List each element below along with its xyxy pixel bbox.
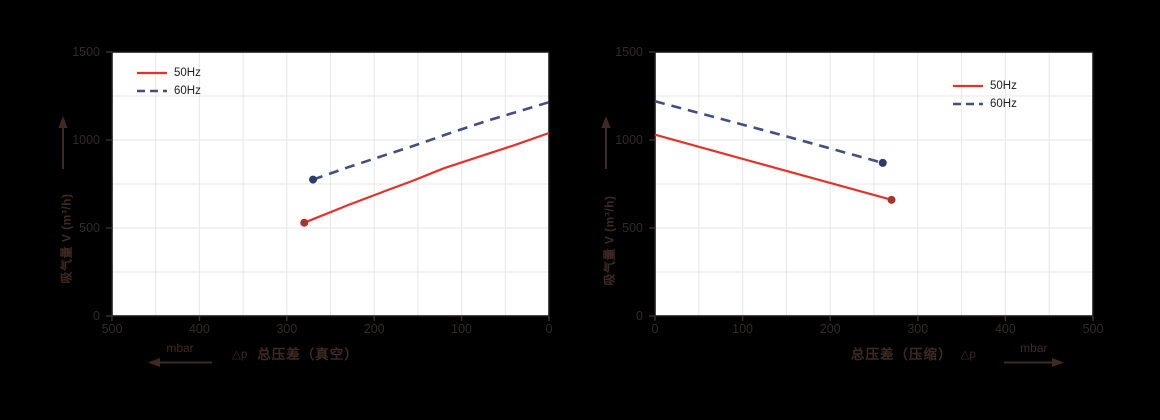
y-tick-label: 1500 xyxy=(72,45,100,59)
x-axis-unit-block: mbar xyxy=(1003,341,1064,368)
x-tick-label: 300 xyxy=(907,322,929,336)
legend-label: 60Hz xyxy=(990,97,1017,110)
x-axis-unit-block: mbar xyxy=(148,342,212,368)
legend-item: 60Hz xyxy=(953,97,1017,111)
plot-area-vacuum xyxy=(106,51,550,321)
x-axis-title-vacuum: 总压差（真空） xyxy=(257,347,359,362)
x-tick-label: 300 xyxy=(276,322,298,336)
legend-line-50hz-icon xyxy=(953,84,983,88)
axis-arrow-up-icon xyxy=(58,116,68,169)
x-tick-label: 100 xyxy=(451,322,473,336)
legend-item: 50Hz xyxy=(953,79,1017,93)
x-tick-label: 0 xyxy=(651,322,659,336)
y-tick-label: 500 xyxy=(79,221,100,235)
legend-compression: 50Hz 60Hz xyxy=(953,79,1017,111)
legend-item: 50Hz xyxy=(137,66,201,80)
series-line-50hz xyxy=(303,131,550,224)
x-tick-label: 200 xyxy=(819,322,841,336)
delta-p-label: △p xyxy=(232,349,248,361)
x-tick-label: 500 xyxy=(101,322,123,336)
y-tick-label: 0 xyxy=(93,309,100,323)
legend-label: 50Hz xyxy=(990,79,1017,92)
plot-frame xyxy=(111,51,550,317)
y-tick-label: 1000 xyxy=(72,133,100,147)
series-endpoint-dot-60hz xyxy=(878,158,887,167)
x-tick-label: 400 xyxy=(994,322,1016,336)
legend-item: 60Hz xyxy=(137,84,201,98)
x-axis-label-group-compression: 总压差（压缩） △p mbar xyxy=(851,342,1064,368)
series-line-60hz xyxy=(654,100,884,165)
legend-vacuum: 50Hz 60Hz xyxy=(137,66,201,98)
series-line-50hz xyxy=(654,133,892,201)
legend-line-60hz-icon xyxy=(953,102,983,106)
x-tick-label: 200 xyxy=(363,322,385,336)
axis-arrow-up-icon xyxy=(601,116,611,169)
x-axis-title-compression: 总压差（压缩） xyxy=(851,347,953,362)
y-tick-label: 0 xyxy=(636,309,643,323)
plot-frame xyxy=(654,51,1094,317)
plot-area-compression xyxy=(649,51,1094,321)
y-axis-title-compression: 吸气量 V (m³/h) xyxy=(602,195,617,286)
x-axis-label-group-vacuum: mbar △p 总压差（真空） xyxy=(148,342,359,368)
axis-arrow-left-icon xyxy=(148,358,212,367)
x-tick-label: 0 xyxy=(545,322,553,336)
delta-p-label: △p xyxy=(960,349,976,361)
y-tick-label: 500 xyxy=(622,221,643,235)
x-axis-unit-label: mbar xyxy=(166,341,194,355)
x-tick-label: 400 xyxy=(188,322,210,336)
series-line-60hz xyxy=(312,100,550,181)
legend-label: 50Hz xyxy=(174,66,201,79)
y-axis-title-vacuum: 吸气量 V (m³/h) xyxy=(59,193,74,284)
x-tick-label: 500 xyxy=(1082,322,1104,336)
legend-label: 60Hz xyxy=(174,84,201,97)
legend-line-50hz-icon xyxy=(137,71,167,75)
x-tick-label: 100 xyxy=(732,322,754,336)
y-tick-label: 1000 xyxy=(615,133,643,147)
y-tick-label: 1500 xyxy=(615,45,643,59)
legend-line-60hz-icon xyxy=(137,89,167,93)
series-endpoint-dot-50hz xyxy=(887,195,896,204)
series-endpoint-dot-50hz xyxy=(300,218,309,227)
series-endpoint-dot-60hz xyxy=(309,175,318,184)
x-axis-unit-label: mbar xyxy=(1020,341,1048,355)
axis-arrow-right-icon xyxy=(1003,358,1064,367)
